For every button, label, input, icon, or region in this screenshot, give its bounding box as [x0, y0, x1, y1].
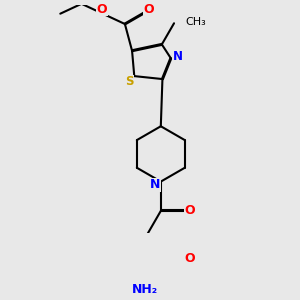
Text: CH₃: CH₃: [185, 16, 206, 27]
Text: N: N: [173, 50, 183, 63]
Text: N: N: [150, 178, 160, 191]
Text: O: O: [143, 3, 154, 16]
Text: O: O: [185, 252, 195, 265]
Text: NH₂: NH₂: [132, 284, 158, 296]
Text: S: S: [125, 76, 134, 88]
Text: O: O: [97, 3, 107, 16]
Text: O: O: [185, 204, 195, 218]
